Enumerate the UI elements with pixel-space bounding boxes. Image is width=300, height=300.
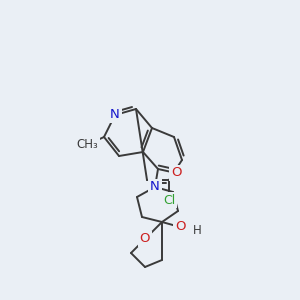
Text: N: N	[110, 109, 120, 122]
Text: O: O	[175, 220, 185, 233]
Text: H: H	[193, 224, 201, 238]
Text: N: N	[150, 181, 160, 194]
Text: CH₃: CH₃	[76, 139, 98, 152]
Text: O: O	[140, 232, 150, 245]
Text: O: O	[171, 167, 181, 179]
Text: Cl: Cl	[163, 194, 175, 206]
